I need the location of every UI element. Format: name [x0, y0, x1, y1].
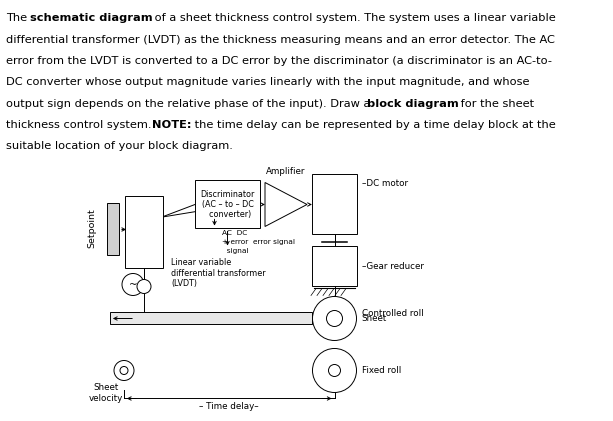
Text: –DC motor: –DC motor [362, 179, 408, 189]
Text: + error  error signal: + error error signal [223, 240, 295, 245]
Text: NOTE:: NOTE: [152, 120, 192, 130]
Bar [312, 246, 357, 286]
Text: – Time delay–: – Time delay– [199, 402, 259, 411]
Text: thickness control system.: thickness control system. [6, 120, 155, 130]
Circle shape [313, 349, 357, 392]
Text: block diagram: block diagram [367, 99, 459, 109]
Circle shape [120, 367, 128, 375]
Text: suitable location of your block diagram.: suitable location of your block diagram. [6, 141, 233, 151]
Text: Setpoint: Setpoint [88, 209, 96, 248]
Text: Sheet
velocity: Sheet velocity [89, 384, 123, 403]
Bar [195, 181, 260, 229]
Polygon shape [265, 182, 307, 226]
Bar [312, 174, 357, 234]
Circle shape [329, 365, 340, 376]
Text: Discriminator
(AC – to – DC
  converter): Discriminator (AC – to – DC converter) [200, 189, 254, 219]
Text: of a sheet thickness control system. The system uses a linear variable: of a sheet thickness control system. The… [151, 13, 555, 23]
Text: schematic diagram: schematic diagram [31, 13, 153, 23]
Text: Sheet: Sheet [362, 314, 387, 323]
Text: DC converter whose output magnitude varies linearly with the input magnitude, an: DC converter whose output magnitude vari… [6, 77, 530, 87]
Text: AC  DC: AC DC [223, 230, 248, 237]
Text: –Gear reducer: –Gear reducer [362, 262, 424, 271]
Text: differential transformer (LVDT) as the thickness measuring means and an error de: differential transformer (LVDT) as the t… [6, 35, 555, 45]
Text: Fixed roll: Fixed roll [362, 366, 401, 375]
Bar [107, 203, 119, 256]
Text: the time delay can be represented by a time delay block at the: the time delay can be represented by a t… [191, 120, 556, 130]
Circle shape [114, 360, 134, 381]
Bar [110, 312, 313, 325]
Text: Controlled roll: Controlled roll [362, 309, 423, 318]
Text: ~: ~ [129, 280, 137, 290]
Circle shape [137, 280, 151, 293]
Bar [125, 197, 163, 269]
Circle shape [122, 274, 144, 296]
Text: error from the LVDT is converted to a DC error by the discriminator (a discrimin: error from the LVDT is converted to a DC… [6, 56, 552, 66]
Text: for the sheet: for the sheet [457, 99, 534, 109]
Text: The: The [6, 13, 31, 23]
Text: Linear variable
differential transformer
(LVDT): Linear variable differential transformer… [171, 258, 265, 288]
Text: Amplifier: Amplifier [266, 168, 306, 176]
Text: output sign depends on the relative phase of the input). Draw a: output sign depends on the relative phas… [6, 99, 374, 109]
Circle shape [313, 296, 357, 341]
Text: signal: signal [223, 248, 249, 254]
Circle shape [327, 311, 343, 327]
